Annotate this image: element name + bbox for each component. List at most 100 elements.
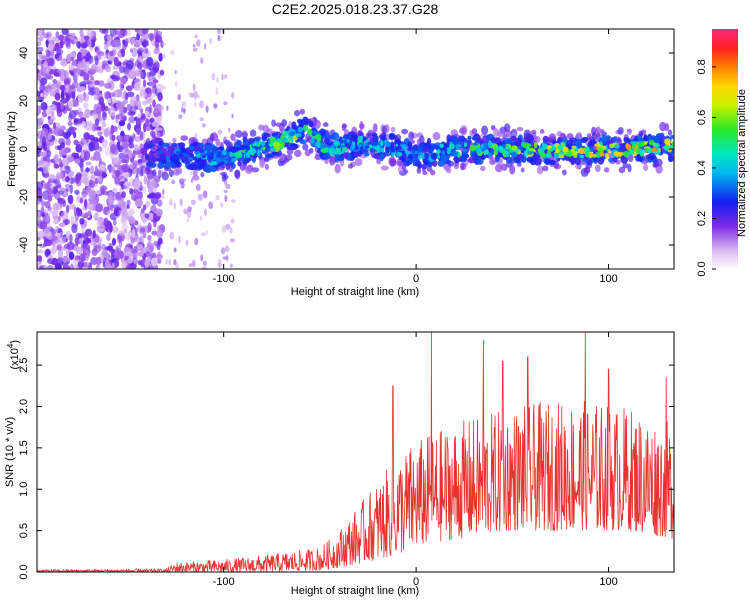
- heatmap-ridge-cell: [436, 149, 441, 154]
- heatmap-noise-cell: [44, 90, 50, 96]
- colorbar-title: Normalized spectral amplitude: [736, 89, 748, 237]
- heatmap-noise-cell: [106, 210, 111, 216]
- heatmap-ridge-cell: [236, 140, 242, 145]
- heatmap-noise-cell: [194, 94, 197, 101]
- snr-multiplier-exponent: 4: [6, 343, 15, 348]
- heatmap-noise-cell: [94, 177, 99, 185]
- heatmap-noise-cell: [131, 228, 136, 239]
- heatmap-noise-cell: [194, 34, 198, 39]
- heatmap-noise-cell: [71, 60, 78, 66]
- heatmap-noise-cell: [65, 38, 71, 48]
- heatmap-noise-cell: [66, 53, 72, 63]
- heatmap-ridge-cell: [421, 152, 425, 160]
- x-tick-label: 0: [413, 576, 419, 588]
- heatmap-noise-cell: [134, 234, 142, 244]
- heatmap-noise-cell: [177, 93, 181, 101]
- heatmap-ridge-cell: [262, 146, 266, 150]
- heatmap-noise-cell: [47, 132, 52, 141]
- heatmap-ridge-cell: [268, 143, 274, 147]
- heatmap-noise-cell: [112, 164, 116, 174]
- heatmap-ridge-cell: [380, 165, 389, 171]
- heatmap-ridge-cell: [300, 132, 305, 138]
- heatmap-noise-cell: [76, 51, 82, 62]
- heatmap-noise-cell: [42, 109, 47, 116]
- heatmap-noise-cell: [161, 194, 165, 200]
- heatmap-ridge-cell: [623, 137, 630, 143]
- heatmap-ridge-cell: [285, 154, 293, 161]
- heatmap-ridge-cell: [511, 151, 517, 158]
- heatmap-noise-cell: [114, 170, 121, 178]
- heatmap-noise-cell: [75, 174, 80, 184]
- heatmap-noise-cell: [201, 232, 206, 236]
- heatmap-noise-cell: [173, 247, 177, 253]
- heatmap-noise-cell: [183, 107, 186, 115]
- heatmap-noise-cell: [126, 204, 130, 209]
- heatmap-ridge-cell: [499, 146, 504, 152]
- heatmap-ridge-cell: [282, 137, 289, 143]
- heatmap-ridge-cell: [206, 151, 212, 156]
- heatmap-ridge-cell: [390, 126, 396, 133]
- heatmap-ridge-cell: [587, 159, 593, 166]
- heatmap-noise-cell: [86, 80, 93, 85]
- heatmap-noise-cell: [175, 80, 178, 87]
- heatmap-ridge-cell: [578, 149, 585, 154]
- heatmap-ridge-cell: [337, 156, 345, 162]
- heatmap-ridge-cell: [613, 136, 618, 143]
- heatmap-noise-cell: [76, 141, 84, 149]
- heatmap-ridge-cell: [403, 144, 407, 151]
- x-tick-label: 100: [599, 273, 617, 285]
- heatmap-noise-cell: [143, 46, 149, 54]
- heatmap-noise-cell: [213, 103, 218, 109]
- heatmap-noise-cell: [139, 130, 144, 141]
- heatmap-noise-cell: [74, 212, 79, 222]
- heatmap-ridge-cell: [541, 142, 545, 147]
- heatmap-ridge-cell: [555, 148, 559, 154]
- heatmap-noise-cell: [126, 91, 135, 98]
- heatmap-ridge-cell: [294, 149, 302, 158]
- heatmap-noise-cell: [44, 201, 51, 209]
- heatmap-noise-cell: [53, 72, 60, 77]
- heatmap-ridge-cell: [516, 127, 524, 132]
- heatmap-ridge-cell: [539, 152, 546, 157]
- heatmap-noise-cell: [39, 221, 48, 230]
- heatmap-ridge-cell: [663, 144, 670, 151]
- heatmap-ridge-cell: [224, 160, 229, 164]
- heatmap-ridge-cell: [648, 139, 655, 146]
- heatmap-ridge-cell: [421, 163, 428, 170]
- heatmap-ridge-cell: [655, 136, 661, 144]
- heatmap-noise-cell: [57, 249, 64, 259]
- heatmap-noise-cell: [104, 82, 112, 89]
- heatmap-noise-cell: [119, 250, 124, 260]
- heatmap-noise-cell: [178, 114, 183, 119]
- heatmap-ridge-cell: [161, 171, 169, 181]
- heatmap-ridge-cell: [350, 134, 359, 141]
- heatmap-noise-cell: [137, 48, 141, 56]
- heatmap-noise-cell: [80, 174, 88, 184]
- heatmap-noise-cell: [122, 61, 127, 66]
- heatmap-noise-cell: [143, 122, 147, 133]
- heatmap-noise-cell: [95, 203, 103, 213]
- heatmap-noise-cell: [174, 70, 177, 75]
- heatmap-noise-cell: [48, 209, 55, 214]
- heatmap-ridge-cell: [585, 146, 590, 152]
- heatmap-ridge-cell: [653, 151, 661, 155]
- heatmap-ridge-cell: [191, 175, 200, 181]
- heatmap-noise-cell: [128, 142, 135, 149]
- heatmap-noise-cell: [204, 208, 207, 216]
- heatmap-noise-cell: [37, 72, 42, 82]
- heatmap-noise-cell: [118, 120, 126, 127]
- heatmap-ridge-cell: [612, 157, 618, 163]
- heatmap-ridge-cell: [627, 163, 632, 173]
- heatmap-ridge-cell: [514, 137, 523, 147]
- heatmap-ridge-cell: [315, 141, 321, 147]
- heatmap-noise-cell: [139, 90, 148, 99]
- heatmap-ridge-cell: [510, 135, 517, 142]
- heatmap-ridge-cell: [396, 151, 403, 157]
- heatmap-noise-cell: [70, 127, 77, 131]
- heatmap-noise-cell: [201, 266, 207, 269]
- heatmap-ridge-cell: [146, 170, 155, 180]
- heatmap-noise-cell: [59, 125, 66, 131]
- heatmap-noise-cell: [99, 164, 106, 171]
- heatmap-ridge-cell: [310, 138, 315, 144]
